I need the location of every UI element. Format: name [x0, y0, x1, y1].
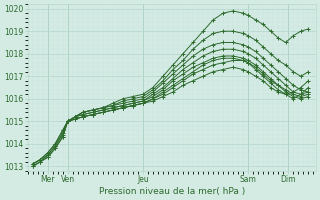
- X-axis label: Pression niveau de la mer( hPa ): Pression niveau de la mer( hPa ): [99, 187, 245, 196]
